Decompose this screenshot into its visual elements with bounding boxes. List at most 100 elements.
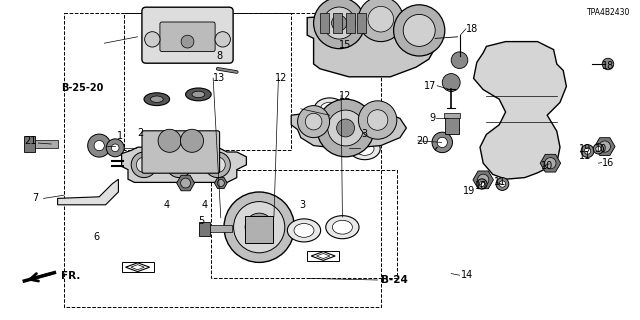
Bar xyxy=(444,113,460,118)
Circle shape xyxy=(94,140,104,151)
Circle shape xyxy=(317,99,374,157)
Circle shape xyxy=(131,152,157,178)
Text: 8: 8 xyxy=(216,51,223,61)
Ellipse shape xyxy=(294,223,314,237)
Bar xyxy=(320,13,329,33)
Text: 10: 10 xyxy=(475,180,487,191)
Circle shape xyxy=(205,152,230,178)
Bar xyxy=(445,115,459,134)
Circle shape xyxy=(584,148,591,154)
Circle shape xyxy=(394,5,445,56)
Circle shape xyxy=(166,152,192,178)
Circle shape xyxy=(305,113,322,130)
Circle shape xyxy=(602,58,614,70)
Ellipse shape xyxy=(144,93,170,106)
Bar xyxy=(346,13,355,33)
Circle shape xyxy=(111,144,119,152)
Circle shape xyxy=(158,129,181,152)
Circle shape xyxy=(599,141,611,152)
Text: 12: 12 xyxy=(339,91,351,101)
Bar xyxy=(24,136,35,152)
Bar xyxy=(357,13,366,33)
Circle shape xyxy=(172,157,187,172)
Circle shape xyxy=(596,146,601,151)
Circle shape xyxy=(145,32,160,47)
Circle shape xyxy=(180,178,191,188)
Circle shape xyxy=(215,32,230,47)
Text: 7: 7 xyxy=(32,193,38,204)
Ellipse shape xyxy=(192,91,205,98)
Text: B-24: B-24 xyxy=(381,275,408,285)
Text: 21: 21 xyxy=(24,136,36,146)
Polygon shape xyxy=(474,42,566,179)
Text: 5: 5 xyxy=(198,216,205,226)
Circle shape xyxy=(358,101,397,139)
Text: 11: 11 xyxy=(494,177,506,188)
Bar xyxy=(245,216,273,243)
Ellipse shape xyxy=(150,96,163,102)
Circle shape xyxy=(432,132,452,153)
Text: 19: 19 xyxy=(463,186,475,196)
Circle shape xyxy=(106,139,124,157)
Circle shape xyxy=(298,106,330,138)
Text: 11: 11 xyxy=(579,151,591,161)
Circle shape xyxy=(210,157,225,172)
Circle shape xyxy=(477,179,487,189)
Polygon shape xyxy=(595,138,615,156)
Ellipse shape xyxy=(356,142,374,155)
Circle shape xyxy=(181,35,194,48)
Ellipse shape xyxy=(326,216,359,239)
Bar xyxy=(124,13,291,150)
Text: 20: 20 xyxy=(416,136,428,146)
Text: 17: 17 xyxy=(424,81,436,91)
Circle shape xyxy=(88,134,111,157)
Polygon shape xyxy=(177,175,195,191)
Text: 10: 10 xyxy=(541,161,553,172)
Circle shape xyxy=(253,221,266,234)
Circle shape xyxy=(218,180,225,187)
Circle shape xyxy=(337,119,355,137)
Bar xyxy=(35,140,58,148)
Circle shape xyxy=(581,145,594,157)
Circle shape xyxy=(442,74,460,92)
Circle shape xyxy=(593,144,604,154)
Text: B-25-20: B-25-20 xyxy=(61,83,103,93)
Polygon shape xyxy=(307,14,435,77)
Text: 1: 1 xyxy=(117,131,124,141)
Circle shape xyxy=(403,14,435,46)
Bar xyxy=(64,13,381,307)
Ellipse shape xyxy=(186,88,211,101)
Text: 15: 15 xyxy=(339,40,352,51)
Circle shape xyxy=(496,178,509,190)
Text: 18: 18 xyxy=(466,24,478,35)
FancyBboxPatch shape xyxy=(142,131,220,173)
Circle shape xyxy=(234,202,285,253)
Bar xyxy=(200,222,210,236)
Circle shape xyxy=(545,157,556,169)
Circle shape xyxy=(314,0,365,49)
FancyBboxPatch shape xyxy=(160,22,215,52)
Ellipse shape xyxy=(321,102,339,115)
FancyBboxPatch shape xyxy=(142,7,233,63)
Ellipse shape xyxy=(332,220,353,234)
Circle shape xyxy=(368,6,394,32)
Circle shape xyxy=(451,52,468,68)
Circle shape xyxy=(180,129,204,152)
Circle shape xyxy=(323,7,355,39)
Circle shape xyxy=(437,137,447,148)
Text: 3: 3 xyxy=(362,129,368,140)
Text: 12: 12 xyxy=(275,73,287,84)
Polygon shape xyxy=(540,154,561,172)
Circle shape xyxy=(358,0,403,42)
Circle shape xyxy=(479,181,484,187)
Bar xyxy=(210,225,232,232)
Circle shape xyxy=(224,192,294,262)
Text: 9: 9 xyxy=(429,113,435,123)
Ellipse shape xyxy=(287,219,321,242)
Ellipse shape xyxy=(349,138,380,160)
Ellipse shape xyxy=(314,98,345,120)
Text: 13: 13 xyxy=(213,73,225,84)
Text: 16: 16 xyxy=(602,158,614,168)
Text: 18: 18 xyxy=(602,60,614,71)
Polygon shape xyxy=(291,109,406,149)
